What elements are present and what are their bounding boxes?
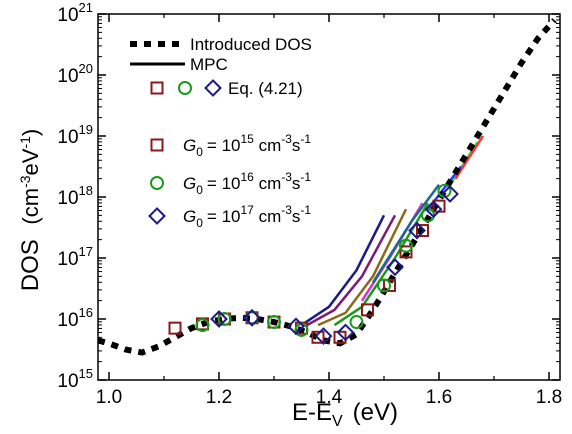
y-tick-label: 1018: [57, 183, 93, 209]
y-tick-label: 1019: [57, 122, 93, 148]
legend-eq-label: Eq. (4.21): [228, 79, 303, 98]
data-point-circle: [195, 318, 210, 333]
data-point-diamond: [424, 200, 443, 219]
mpc-line: [300, 214, 386, 327]
y-tick-label: 1017: [57, 244, 93, 270]
plot-area: 1.0 1.2 1.4 1.6 1.8 1015 1016 1017 1018 1019 1020 1…: [57, 0, 562, 408]
legend-eq-circle: [178, 81, 192, 95]
data-point-square: [168, 321, 182, 335]
y-tick-label: 1015: [57, 366, 93, 392]
legend-g0-marker: [150, 138, 164, 152]
legend-g0-marker: [150, 176, 164, 190]
data-point-circle: [217, 312, 232, 326]
mpc-line: [454, 135, 485, 180]
y-axis-title: DOS (cm-3eV-1): [17, 129, 44, 292]
legend-mpc-label: MPC: [190, 55, 228, 74]
x-tick-label: 1.2: [206, 387, 232, 408]
data-point-diamond: [408, 221, 426, 240]
mpc-line: [317, 208, 408, 327]
x-tick-label: 1.4: [316, 387, 343, 408]
legend-eq-diamond: [204, 79, 222, 97]
legend-eq-square: [150, 81, 164, 95]
mpc-line: [371, 184, 440, 284]
data-point-diamond: [243, 308, 261, 327]
data-point-square: [383, 278, 396, 292]
x-axis-title: E-EV (eV): [292, 399, 398, 430]
data-point-diamond: [441, 185, 459, 203]
legend-g0-label: G0 = 1016 cm-3s-1: [183, 170, 311, 197]
data-point-diamond: [287, 317, 305, 336]
legend-g0-label: G0 = 1015 cm-3s-1: [183, 132, 311, 159]
data-point-square: [311, 330, 325, 344]
legend-introduced-label: Introduced DOS: [190, 35, 312, 54]
data-point-circle: [349, 315, 364, 330]
data-point-circle: [245, 310, 259, 325]
y-tick-label: 1016: [57, 305, 93, 331]
x-tick-label: 1.0: [96, 387, 122, 408]
x-tick-label: 1.6: [426, 387, 452, 408]
x-tick-label: 1.8: [536, 387, 562, 408]
data-point-square: [399, 245, 413, 259]
data-point-diamond: [314, 327, 333, 345]
data-point-circle: [267, 315, 281, 330]
data-point-circle: [399, 238, 413, 253]
mpc-line: [306, 214, 397, 327]
y-tick-label: 1021: [57, 0, 93, 26]
legend-g0-marker: [148, 207, 166, 225]
y-tick-label: 1020: [57, 61, 93, 87]
data-layer: [98, 18, 557, 356]
data-point-diamond: [386, 258, 404, 277]
data-point-diamond: [336, 323, 355, 342]
legend-g0-label: G0 = 1017 cm-3s-1: [183, 203, 311, 230]
data-point-circle: [377, 278, 391, 293]
data-point-diamond: [210, 310, 228, 328]
data-point-square: [361, 303, 374, 317]
data-point-square: [416, 224, 429, 238]
